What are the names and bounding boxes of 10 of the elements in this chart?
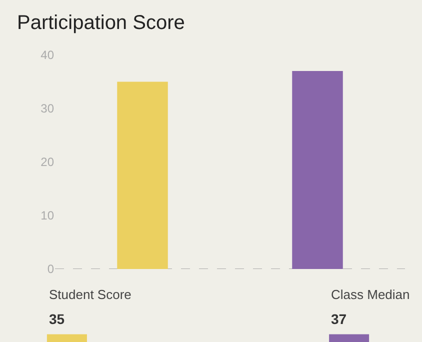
- text: 37: [331, 311, 347, 327]
- series-label: Class Median: [331, 287, 410, 302]
- text: 35: [49, 311, 65, 327]
- y-tick-label: 30: [40, 102, 54, 116]
- chart-title: Participation Score: [17, 12, 185, 34]
- y-tick-label: 20: [40, 155, 54, 170]
- y-tick-label: 0: [47, 262, 54, 276]
- y-tick-label: 10: [40, 208, 54, 223]
- y-tick-label: 40: [40, 48, 54, 62]
- series-label: Student Score: [49, 287, 132, 302]
